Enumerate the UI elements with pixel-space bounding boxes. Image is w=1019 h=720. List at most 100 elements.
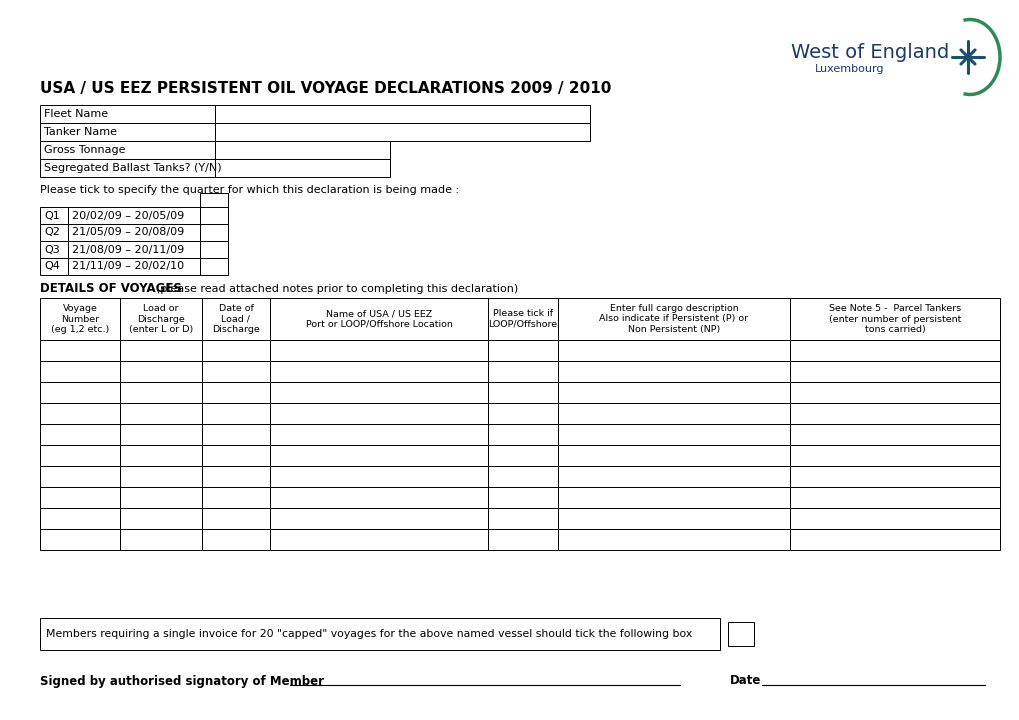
Text: Please tick if
LOOP/Offshore: Please tick if LOOP/Offshore: [488, 310, 557, 329]
Bar: [202, 508, 270, 529]
Bar: [200, 207, 228, 224]
Bar: [68, 241, 200, 258]
Bar: [557, 529, 790, 550]
Bar: [40, 487, 120, 508]
Bar: [487, 382, 557, 403]
Text: Name of USA / US EEZ
Port or LOOP/Offshore Location: Name of USA / US EEZ Port or LOOP/Offsho…: [306, 310, 452, 329]
Bar: [40, 298, 120, 340]
Bar: [487, 361, 557, 382]
Text: 21/05/09 – 20/08/09: 21/05/09 – 20/08/09: [72, 228, 184, 238]
Text: Fleet Name: Fleet Name: [44, 109, 108, 119]
Bar: [40, 207, 68, 224]
Bar: [270, 445, 487, 466]
Bar: [40, 618, 719, 650]
Bar: [40, 123, 589, 141]
Text: Signed by authorised signatory of Member: Signed by authorised signatory of Member: [40, 675, 324, 688]
Bar: [557, 382, 790, 403]
Bar: [270, 361, 487, 382]
Bar: [40, 224, 68, 241]
Bar: [270, 529, 487, 550]
Text: Load or
Discharge
(enter L or D): Load or Discharge (enter L or D): [128, 304, 193, 334]
Bar: [200, 258, 228, 275]
Text: Tanker Name: Tanker Name: [44, 127, 117, 137]
Bar: [790, 382, 999, 403]
Bar: [270, 424, 487, 445]
Text: Date: Date: [730, 675, 760, 688]
Bar: [790, 298, 999, 340]
Text: DETAILS OF VOYAGES: DETAILS OF VOYAGES: [40, 282, 181, 295]
Bar: [270, 466, 487, 487]
Bar: [120, 361, 202, 382]
Bar: [202, 382, 270, 403]
Bar: [120, 298, 202, 340]
Bar: [68, 224, 200, 241]
Text: Segregated Ballast Tanks? (Y/N): Segregated Ballast Tanks? (Y/N): [44, 163, 221, 173]
Bar: [557, 403, 790, 424]
Bar: [40, 445, 120, 466]
Bar: [40, 159, 389, 177]
Bar: [728, 622, 753, 646]
Bar: [200, 224, 228, 241]
Bar: [120, 403, 202, 424]
Bar: [120, 508, 202, 529]
Bar: [487, 445, 557, 466]
Bar: [790, 424, 999, 445]
Bar: [557, 466, 790, 487]
Bar: [790, 361, 999, 382]
Bar: [557, 424, 790, 445]
Bar: [790, 529, 999, 550]
Bar: [40, 466, 120, 487]
Bar: [270, 403, 487, 424]
Text: 21/08/09 – 20/11/09: 21/08/09 – 20/11/09: [72, 245, 184, 254]
Bar: [120, 340, 202, 361]
Bar: [202, 361, 270, 382]
Bar: [557, 340, 790, 361]
Bar: [40, 141, 389, 159]
Bar: [487, 466, 557, 487]
Text: Date of
Load /
Discharge: Date of Load / Discharge: [212, 304, 260, 334]
Bar: [40, 529, 120, 550]
Bar: [40, 241, 68, 258]
Bar: [40, 258, 68, 275]
Bar: [790, 403, 999, 424]
Bar: [557, 298, 790, 340]
Text: (please read attached notes prior to completing this declaration): (please read attached notes prior to com…: [156, 284, 518, 294]
Bar: [270, 298, 487, 340]
Bar: [270, 508, 487, 529]
Bar: [68, 207, 200, 224]
Text: Members requiring a single invoice for 20 "capped" voyages for the above named v: Members requiring a single invoice for 2…: [46, 629, 692, 639]
Bar: [557, 508, 790, 529]
Text: Q2: Q2: [44, 228, 60, 238]
Bar: [790, 340, 999, 361]
Bar: [202, 424, 270, 445]
Bar: [202, 466, 270, 487]
Bar: [40, 508, 120, 529]
Bar: [790, 487, 999, 508]
Bar: [40, 340, 120, 361]
Bar: [487, 487, 557, 508]
Text: Luxembourg: Luxembourg: [814, 64, 883, 74]
Bar: [40, 403, 120, 424]
Text: West of England: West of England: [790, 43, 949, 63]
Bar: [487, 424, 557, 445]
Bar: [40, 424, 120, 445]
Bar: [202, 487, 270, 508]
Bar: [270, 487, 487, 508]
Bar: [790, 466, 999, 487]
Text: Q1: Q1: [44, 210, 60, 220]
Bar: [68, 258, 200, 275]
Text: Gross Tonnage: Gross Tonnage: [44, 145, 125, 155]
Bar: [487, 529, 557, 550]
Text: Enter full cargo description
Also indicate if Persistent (P) or
Non Persistent (: Enter full cargo description Also indica…: [599, 304, 748, 334]
Bar: [202, 403, 270, 424]
Bar: [557, 361, 790, 382]
Bar: [40, 382, 120, 403]
Bar: [40, 105, 589, 123]
Bar: [200, 193, 228, 207]
Bar: [790, 508, 999, 529]
Bar: [487, 403, 557, 424]
Bar: [120, 445, 202, 466]
Text: See Note 5 -  Parcel Tankers
(enter number of persistent
tons carried): See Note 5 - Parcel Tankers (enter numbe…: [828, 304, 960, 334]
Bar: [557, 445, 790, 466]
Bar: [40, 361, 120, 382]
